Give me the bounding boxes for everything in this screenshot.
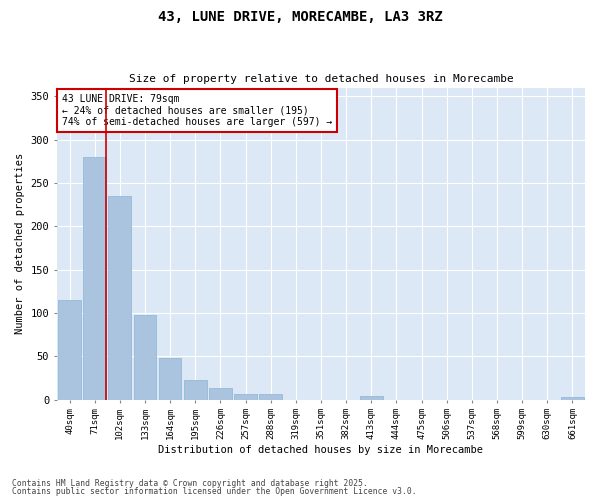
Bar — [159, 358, 181, 400]
Bar — [360, 396, 383, 400]
Bar — [83, 157, 106, 400]
X-axis label: Distribution of detached houses by size in Morecambe: Distribution of detached houses by size … — [158, 445, 484, 455]
Bar — [134, 314, 156, 400]
Title: Size of property relative to detached houses in Morecambe: Size of property relative to detached ho… — [128, 74, 514, 84]
Bar — [209, 388, 232, 400]
Bar — [234, 394, 257, 400]
Text: 43, LUNE DRIVE, MORECAMBE, LA3 3RZ: 43, LUNE DRIVE, MORECAMBE, LA3 3RZ — [158, 10, 442, 24]
Text: 43 LUNE DRIVE: 79sqm
← 24% of detached houses are smaller (195)
74% of semi-deta: 43 LUNE DRIVE: 79sqm ← 24% of detached h… — [62, 94, 332, 127]
Bar — [184, 380, 206, 400]
Bar — [259, 394, 282, 400]
Y-axis label: Number of detached properties: Number of detached properties — [15, 153, 25, 334]
Bar — [561, 397, 584, 400]
Bar — [58, 300, 81, 400]
Text: Contains HM Land Registry data © Crown copyright and database right 2025.: Contains HM Land Registry data © Crown c… — [12, 478, 368, 488]
Text: Contains public sector information licensed under the Open Government Licence v3: Contains public sector information licen… — [12, 487, 416, 496]
Bar — [109, 196, 131, 400]
